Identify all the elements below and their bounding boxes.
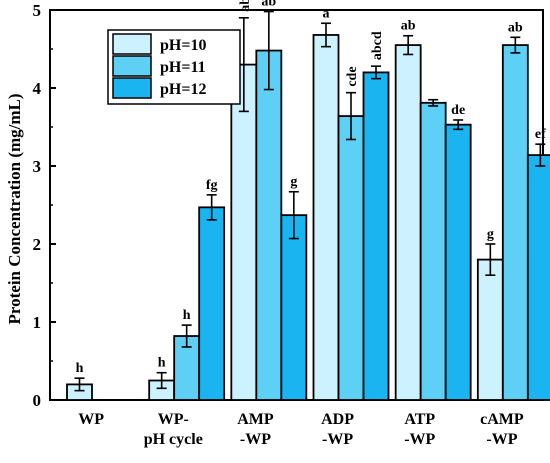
significance-label: a: [323, 6, 330, 21]
x-category-label: WP: [78, 411, 104, 428]
significance-label: ab: [508, 20, 523, 35]
bar: [337, 115, 365, 401]
x-category-label: -WP: [322, 431, 353, 448]
y-tick-label: 1: [33, 313, 42, 332]
significance-label: h: [158, 356, 166, 371]
legend-swatch: [112, 77, 152, 99]
x-category-label: cAMP: [480, 411, 524, 428]
y-tick-label: 0: [33, 391, 42, 410]
legend-label: pH=10: [160, 37, 206, 54]
bar: [280, 214, 308, 401]
legend-label: pH=12: [160, 81, 206, 98]
y-tick-label: 3: [33, 157, 42, 176]
significance-label: abc: [238, 0, 253, 12]
bar: [526, 154, 550, 401]
significance-label: abcd: [370, 31, 385, 60]
y-tick-label: 2: [33, 235, 42, 254]
significance-label: h: [183, 308, 191, 323]
significance-label: h: [76, 361, 84, 376]
legend-label: pH=11: [160, 59, 206, 76]
significance-label: g: [290, 175, 297, 190]
bar: [394, 44, 422, 401]
y-tick-label: 5: [33, 1, 42, 20]
bar: [198, 206, 226, 401]
significance-label: ef: [535, 127, 546, 142]
x-category-label: -WP: [404, 431, 435, 448]
significance-label: g: [487, 227, 494, 242]
bar: [312, 34, 340, 401]
legend-swatch: [112, 55, 152, 77]
x-category-label: ATP: [404, 411, 435, 428]
bar: [362, 71, 390, 401]
bar: [255, 49, 283, 401]
significance-label: ab: [261, 0, 276, 10]
significance-label: de: [451, 103, 465, 118]
legend-swatch: [112, 33, 152, 55]
x-category-label: AMP: [237, 411, 274, 428]
significance-label: fg: [206, 178, 218, 193]
x-category-label: ADP: [321, 411, 354, 428]
x-category-label: WP-: [158, 411, 189, 428]
y-axis-title: Protein Concentration (mg/mL): [5, 93, 24, 324]
x-category-label: pH cycle: [144, 431, 203, 448]
y-tick-label: 4: [33, 79, 42, 98]
bar: [419, 101, 447, 401]
significance-label: ab: [401, 19, 416, 34]
x-category-label: -WP: [240, 431, 271, 448]
x-category-label: -WP: [486, 431, 517, 448]
bar: [230, 63, 258, 401]
significance-label: cde: [345, 66, 360, 86]
bar: [501, 44, 529, 401]
bar: [476, 258, 504, 401]
bar: [444, 123, 472, 401]
